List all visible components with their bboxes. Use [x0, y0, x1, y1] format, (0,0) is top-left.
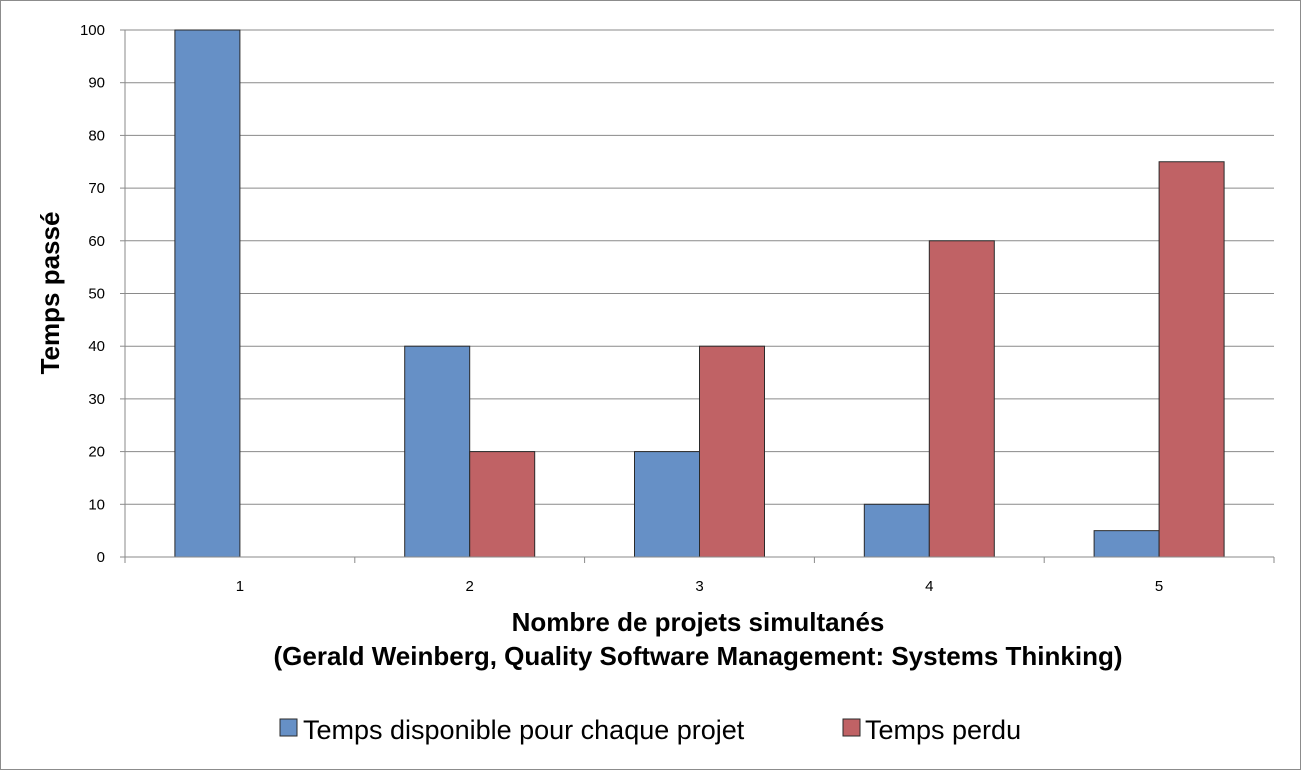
bars [174, 29, 1225, 558]
y-tick-label: 50 [88, 286, 105, 303]
y-tick-label: 10 [88, 496, 105, 513]
bar-available-2 [404, 345, 471, 558]
x-tick-label: 3 [695, 578, 703, 595]
bar-available-3 [634, 451, 700, 558]
bar-lost-2 [469, 451, 536, 558]
legend-swatch-lost [842, 718, 861, 737]
bar-available-5 [1093, 530, 1160, 558]
axes [120, 29, 1275, 563]
y-tick-label: 100 [80, 22, 105, 39]
x-tick-label: 5 [1155, 578, 1163, 595]
x-tick-label: 4 [925, 578, 933, 595]
legend-label-available: Temps disponible pour chaque projet [303, 715, 745, 745]
tick-labels: 0 10 20 30 40 50 60 70 80 90 100 1 2 3 4 5 [80, 22, 1163, 595]
gridlines [125, 29, 1274, 505]
y-tick-label: 70 [88, 180, 105, 197]
legend-swatch-available [279, 718, 298, 737]
x-axis-subtitle: (Gerald Weinberg, Quality Software Manag… [273, 641, 1122, 671]
y-tick-label: 20 [88, 444, 105, 461]
y-axis-title: Temps passé [35, 212, 65, 375]
legend-label-lost: Temps perdu [865, 715, 1021, 745]
legend: Temps disponible pour chaque projet Temp… [279, 715, 1021, 745]
x-tick-label: 2 [466, 578, 474, 595]
y-tick-label: 80 [88, 127, 105, 144]
x-axis-title: Nombre de projets simultanés [512, 607, 885, 637]
bar-lost-5 [1158, 161, 1225, 558]
bar-available-1 [174, 29, 241, 558]
bar-available-4 [863, 503, 930, 558]
bar-lost-3 [699, 345, 765, 558]
bar-lost-4 [928, 240, 995, 558]
y-tick-label: 30 [88, 391, 105, 408]
y-tick-label: 90 [88, 75, 105, 92]
y-tick-label: 60 [88, 233, 105, 250]
y-tick-label: 0 [97, 549, 105, 566]
x-tick-label: 1 [236, 578, 244, 595]
y-tick-label: 40 [88, 338, 105, 355]
